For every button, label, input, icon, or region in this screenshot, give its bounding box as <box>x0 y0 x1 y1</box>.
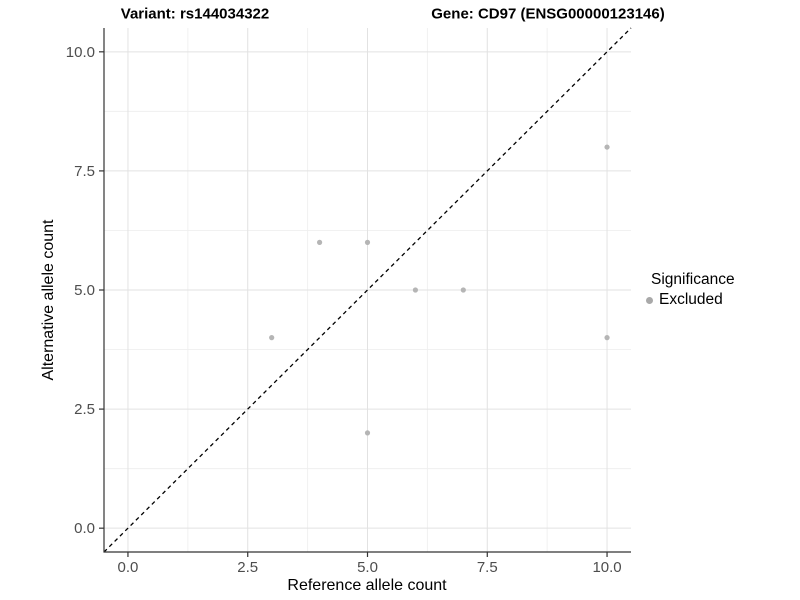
legend-key-dot-icon <box>646 296 653 304</box>
y-tick-label: 5.0 <box>74 282 95 299</box>
axis-ticks: 0.0 2.5 5.0 7.5 10.0 0.0 2.5 5.0 7.5 10.0 <box>66 44 622 576</box>
data-points <box>269 144 610 436</box>
data-point <box>316 239 323 245</box>
y-axis-title: Alternative allele count <box>40 219 57 381</box>
data-point <box>604 144 610 150</box>
x-axis-title: Reference allele count <box>287 577 447 594</box>
identity-reference-line <box>103 27 632 553</box>
y-tick-label: 2.5 <box>74 401 95 418</box>
data-point <box>604 335 610 341</box>
data-point <box>412 287 419 293</box>
gridlines-major <box>104 28 631 552</box>
data-point <box>364 430 371 436</box>
data-point <box>460 287 466 293</box>
x-tick-label: 7.5 <box>477 559 498 576</box>
legend-title: Significance <box>651 271 735 288</box>
y-tick-label: 10.0 <box>66 44 95 61</box>
data-point <box>269 335 275 341</box>
legend-item-label: Excluded <box>659 291 723 308</box>
plot-title-variant: Variant: rs144034322 <box>120 5 270 23</box>
plot-title-gene: Gene: CD97 (ENSG00000123146) <box>431 5 665 23</box>
x-tick-label: 2.5 <box>237 559 258 576</box>
x-tick-label: 10.0 <box>592 559 621 576</box>
y-tick-label: 7.5 <box>74 163 95 180</box>
y-tick-label: 0.0 <box>74 520 95 537</box>
legend: Significance Excluded <box>646 271 735 309</box>
data-point <box>364 239 371 245</box>
x-tick-label: 5.0 <box>357 559 378 576</box>
x-tick-label: 0.0 <box>118 559 139 576</box>
legend-item-excluded: Excluded <box>646 291 735 309</box>
